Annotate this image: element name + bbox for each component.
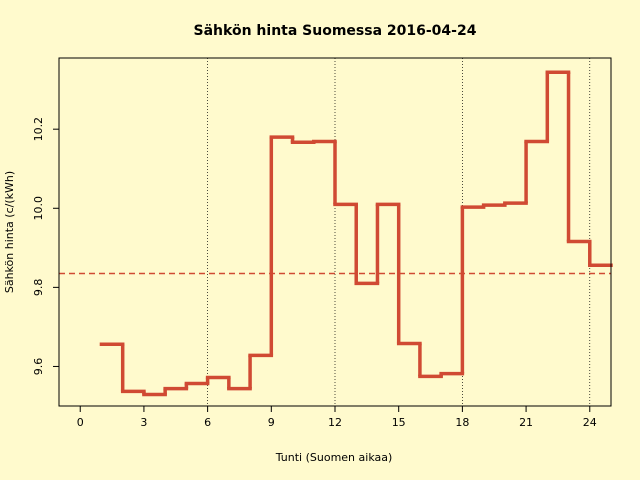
x-tick-label: 0 (77, 416, 84, 429)
y-tick-label: 9.6 (32, 358, 45, 376)
x-tick-label: 24 (583, 416, 597, 429)
x-tick-label: 15 (392, 416, 406, 429)
chart-title: Sähkön hinta Suomessa 2016-04-24 (194, 23, 477, 39)
x-tick-label: 3 (140, 416, 147, 429)
x-tick-label: 21 (519, 416, 533, 429)
x-tick-label: 12 (328, 416, 342, 429)
x-axis-label: Tunti (Suomen aikaa) (275, 451, 393, 464)
plot-frame (58, 57, 612, 407)
y-tick-label: 10.2 (32, 117, 45, 142)
x-tick-label: 9 (268, 416, 275, 429)
y-tick-label: 9.8 (32, 279, 45, 297)
y-tick-label: 10.0 (32, 196, 45, 221)
x-tick-label: 6 (204, 416, 211, 429)
y-axis-label: Sähkön hinta (c/(kWh) (3, 171, 16, 293)
x-tick-label: 18 (455, 416, 469, 429)
